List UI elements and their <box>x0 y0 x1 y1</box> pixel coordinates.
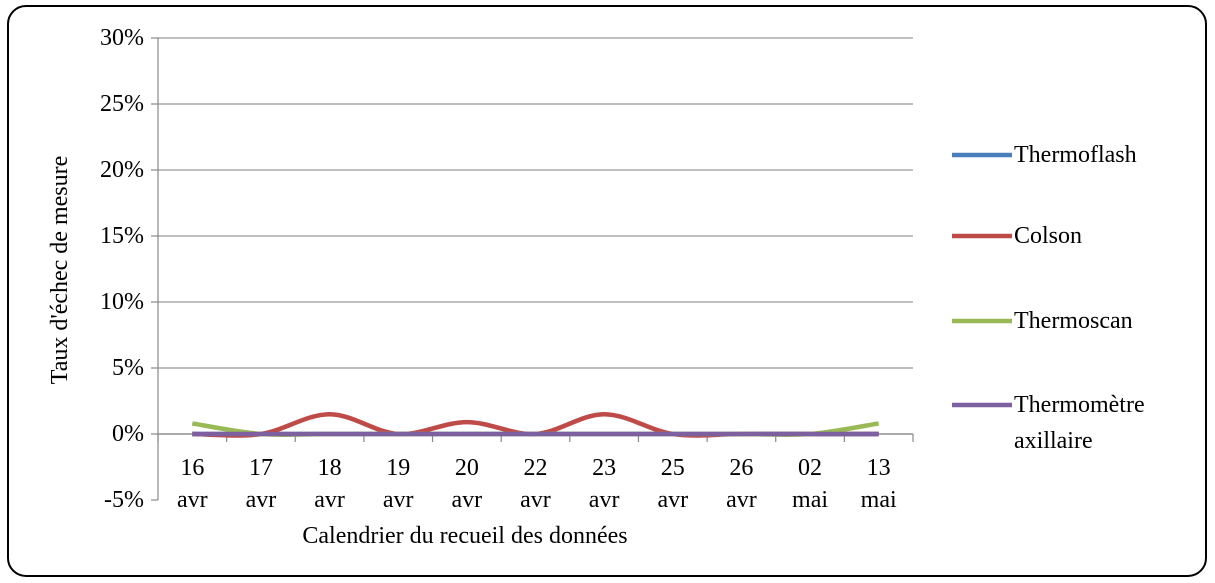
y-tick-label: -5% <box>104 487 144 513</box>
y-tick-label: 15% <box>100 223 144 249</box>
x-tick-label: 16 avr <box>176 455 208 513</box>
x-tick-label: 26 avr <box>726 455 757 513</box>
y-tick-label: 10% <box>100 289 144 315</box>
x-tick-label: 23 avr <box>588 455 620 513</box>
x-tick-label: 17 avr <box>245 455 277 513</box>
y-tick-label: 30% <box>100 25 144 51</box>
y-tick-label: 5% <box>112 355 144 381</box>
y-tick-label: 0% <box>112 421 144 447</box>
y-axis-title: Taux d'échec de mesure <box>47 155 73 385</box>
x-tick-label: 20 avr <box>451 455 483 513</box>
y-tick-label: 25% <box>100 91 144 117</box>
x-tick-label: 22 avr <box>520 455 551 513</box>
legend-label: Thermoflash <box>1014 142 1137 168</box>
x-tick-label: 19 avr <box>382 455 414 513</box>
legend-label: Thermomètre axillaire <box>1014 392 1145 454</box>
legend-label: Colson <box>1014 223 1083 249</box>
legend-label: Thermoscan <box>1014 308 1133 334</box>
x-axis-title: Calendrier du recueil des données <box>302 523 628 549</box>
x-tick-label: 13 mai <box>860 455 897 513</box>
x-tick-label: 02 mai <box>792 455 829 513</box>
x-tick-label: 25 avr <box>657 455 689 513</box>
y-tick-label: 20% <box>100 157 144 183</box>
x-tick-label: 18 avr <box>314 455 345 513</box>
